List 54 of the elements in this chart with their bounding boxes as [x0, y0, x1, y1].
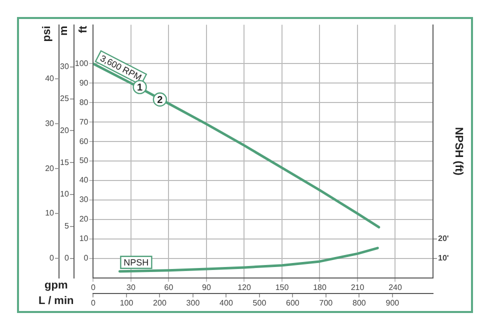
x-tick-label: 150	[275, 282, 290, 292]
y-tick-label: 0	[84, 254, 89, 263]
y-tick-label: 90	[79, 78, 89, 88]
text: 10	[45, 208, 55, 218]
x2-axis-title: L / min	[38, 295, 74, 308]
x-tick-label: 30	[126, 282, 136, 292]
y2-axis-title: NPSH (ft)	[452, 127, 464, 176]
x-tick-label: 210	[350, 282, 365, 292]
y3-axis-title: m	[58, 26, 70, 36]
y-tick-label: 40	[79, 176, 89, 185]
x-tick-label: 0	[91, 282, 96, 292]
annotation: 2	[157, 94, 164, 106]
y-tick-label: 30	[79, 195, 89, 204]
text: 0	[50, 254, 55, 263]
y-tick-label: 60	[79, 136, 89, 146]
y2-tick-label: 10'	[438, 254, 449, 263]
y3-tick-label: 15	[60, 158, 70, 167]
x-axis-title: gpm	[44, 280, 68, 292]
y3-tick-label: 30	[60, 62, 70, 72]
x2-tick-label: 300	[186, 298, 200, 308]
x2-tick-label: 0	[91, 298, 96, 308]
x2-tick-label: 800	[352, 298, 366, 308]
y-tick-label: 20	[79, 214, 89, 224]
y-tick-label: 10	[79, 234, 89, 244]
y2-tick-label: 20'	[438, 234, 449, 244]
x2-tick-label: 200	[153, 298, 167, 308]
x-tick-label: 120	[238, 282, 252, 292]
x-tick-label: 90	[202, 282, 212, 292]
annotation: 1	[137, 82, 144, 94]
y3-tick-label: 20	[60, 126, 70, 135]
text: 40	[45, 74, 55, 83]
x2-tick-label: 900	[386, 298, 400, 308]
y-tick-label: 80	[79, 98, 89, 107]
x2-tick-label: 500	[252, 298, 267, 308]
x2-tick-label: 700	[319, 298, 334, 308]
x-tick-label: 240	[388, 282, 402, 292]
text: psi	[41, 26, 54, 42]
x2-tick-label: 100	[120, 298, 134, 308]
y-tick-label: 100	[74, 58, 89, 68]
x-tick-label: 60	[164, 282, 174, 292]
text: 30	[45, 118, 55, 128]
y-tick-label: 50	[79, 156, 89, 166]
text: 3,600 RPM	[98, 53, 144, 83]
x2-tick-label: 600	[286, 298, 300, 308]
series-label: NPSH	[124, 257, 149, 268]
text: 20	[45, 164, 55, 173]
y-tick-label: 70	[79, 117, 89, 126]
y3-tick-label: 5	[64, 222, 70, 231]
y3-tick-label: 25	[60, 94, 70, 104]
x2-tick-label: 400	[220, 298, 234, 308]
y3-tick-label: 10	[60, 190, 70, 199]
y-axis-title: ft	[77, 25, 90, 34]
x-tick-label: 180	[313, 282, 327, 292]
y3-tick-label: 0	[64, 254, 70, 263]
